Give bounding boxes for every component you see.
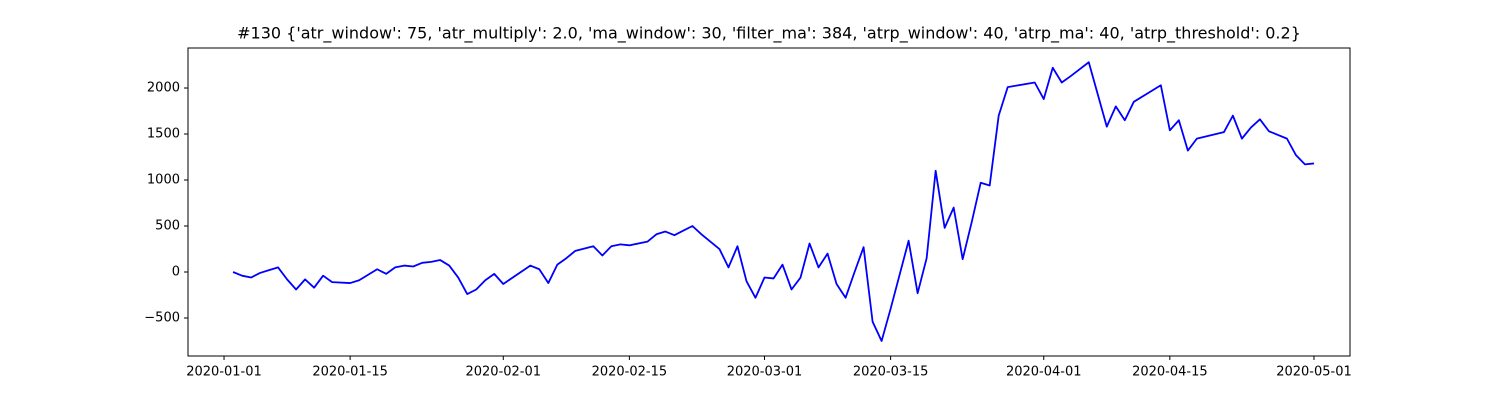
y-tick-label: 500 (155, 219, 180, 234)
x-tick-label: 2020-02-15 (592, 365, 668, 380)
chart-title: #130 {'atr_window': 75, 'atr_multiply': … (237, 24, 1301, 44)
data-line (232, 61, 1315, 342)
x-tick-label: 2020-02-01 (465, 365, 541, 380)
x-tick-label: 2020-04-15 (1132, 365, 1208, 380)
y-tick-label: 1000 (147, 173, 180, 188)
x-tick-label: 2020-04-01 (1006, 365, 1082, 380)
x-tick-label: 2020-01-15 (312, 365, 388, 380)
plot-frame (187, 47, 1351, 357)
y-tick-label: 0 (172, 265, 180, 280)
y-tick-label: −500 (144, 311, 180, 326)
y-tick-label: 1500 (147, 127, 180, 142)
x-tick-label: 2020-01-01 (186, 365, 262, 380)
x-tick-label: 2020-03-15 (853, 365, 929, 380)
x-tick-label: 2020-03-01 (727, 365, 803, 380)
x-tick-label: 2020-05-01 (1276, 365, 1352, 380)
y-tick-label: 2000 (147, 81, 180, 96)
